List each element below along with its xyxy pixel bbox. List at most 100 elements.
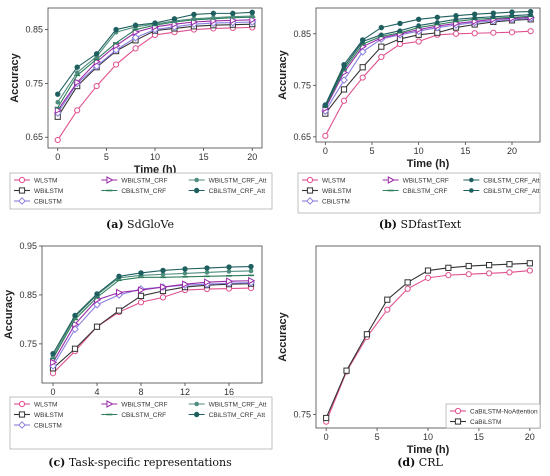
data-point-3-legend [18,187,26,194]
x-tick-label-2: 10 [414,146,424,156]
plot-frame [315,7,541,143]
legend-entry-2: CBiLSTM_CRF_Att [483,177,540,184]
data-point-6-legend [18,421,26,429]
panel-b: 0 5 10 15 20 0.65 0.75 0.85 Time (h) Accuracy WLST… [277,7,541,231]
data-point-0-legend [18,176,26,184]
x-tick-label-1: 5 [369,146,374,156]
data-point-0-legend [454,407,462,415]
series-line-3 [52,280,252,363]
data-point-3-4 [138,286,146,294]
legend-entry-1: WBiLSTM_CRF [121,401,167,408]
data-point-6-5 [415,16,422,23]
data-point-0-10 [526,267,533,274]
data-point-2-legend [194,401,199,407]
data-point-5-legend [469,188,474,193]
data-point-1-2 [363,331,371,338]
series-line-3 [324,16,531,109]
data-point-6-3 [378,24,385,31]
data-point-2-2 [358,47,367,56]
legend-entry-1: CaBiLSTM [470,419,501,426]
data-point-0-8 [485,270,493,277]
data-point-5-9 [248,268,254,274]
data-point-3-1 [74,78,82,87]
data-point-0-5 [159,294,167,301]
data-point-0-7 [465,271,472,278]
data-point-6-3 [116,273,122,280]
data-point-5-5 [416,23,421,28]
data-point-5-legend [193,411,200,418]
data-point-5-6 [182,271,188,276]
data-point-1-legend [454,418,462,425]
data-point-0-legend [18,400,26,408]
data-point-1-4 [137,292,145,300]
data-point-3-10 [249,16,257,24]
legend-entry-3: WBiLSTM [34,412,63,419]
y-axis-label: Accuracy [277,49,289,99]
legend-entry-6: CBiLSTM [34,198,62,205]
data-point-3-legend [18,411,26,418]
legend-entry-2: WBiLSTM_CRF_Att [209,401,267,408]
x-tick-label-3: 15 [474,432,484,442]
series-line-0 [325,270,530,422]
data-point-0-1 [74,107,81,114]
y-axis-label: Accuracy [3,289,15,339]
legend-entry-4: CBiLSTM_CRF [403,188,448,195]
data-point-1-0 [323,414,330,422]
data-point-3-5 [160,283,168,291]
data-point-6-legend [18,197,26,205]
data-point-0-2 [359,74,366,81]
data-point-3-7 [204,278,212,287]
data-point-1-1 [71,345,79,352]
data-point-5-3 [379,32,384,38]
legend-entry-3: WBiLSTM [322,188,351,195]
data-point-5-legend [193,187,200,194]
data-point-6-0 [50,350,56,357]
panel-caption: (c) Task-specific representations [48,456,232,469]
data-point-0-6 [445,272,452,279]
legend-entry-6: CBiLSTM [322,198,350,205]
x-tick-label-4: 20 [247,152,257,162]
data-point-0-3 [384,306,391,313]
data-point-0-9 [506,269,513,276]
legend-entry-5: CBiLSTM_CRF_Att [483,188,540,195]
data-point-0-legend [306,176,314,184]
legend-entry-0: WLSTM [322,177,345,184]
series-line-0 [52,287,252,374]
legend-box [9,172,273,210]
data-point-6-7 [191,11,197,18]
data-point-1-legend [106,176,114,184]
data-point-3-9 [248,276,256,285]
data-point-3-legend [306,187,314,194]
panel-caption-letter: (d) [397,456,415,469]
panel-caption: (a) SdGloVe [106,218,174,231]
data-point-6-8 [210,10,217,17]
data-point-3-0 [54,106,62,115]
panel-caption-text: Task-specific representations [65,456,232,469]
data-point-6-6 [182,266,188,272]
data-point-6-1 [341,61,347,68]
data-point-6-5 [160,267,166,274]
panel-caption-text: SDfastText [397,218,462,231]
data-point-0-0 [54,136,61,144]
data-point-3-3 [116,288,124,297]
x-tick-label-4: 20 [507,146,517,156]
series-line-0 [57,26,253,141]
data-point-1-3 [378,43,385,50]
y-tick-label-0: 0.75 [293,409,311,419]
x-tick-label-0: 0 [324,432,329,442]
x-tick-label-1: 5 [375,432,380,442]
data-point-1-legend [106,400,114,408]
data-point-6-2 [94,291,100,297]
series-line-1 [57,23,253,118]
x-tick-label-4: 16 [224,387,234,397]
data-point-6-4 [138,270,144,276]
data-point-6-9 [248,263,254,270]
data-point-5-0 [55,99,61,105]
data-point-3-8 [226,277,234,286]
data-point-1-3 [384,296,391,303]
data-point-1-8 [485,262,493,269]
data-point-5-8 [226,269,232,274]
data-point-6-10 [509,9,515,15]
